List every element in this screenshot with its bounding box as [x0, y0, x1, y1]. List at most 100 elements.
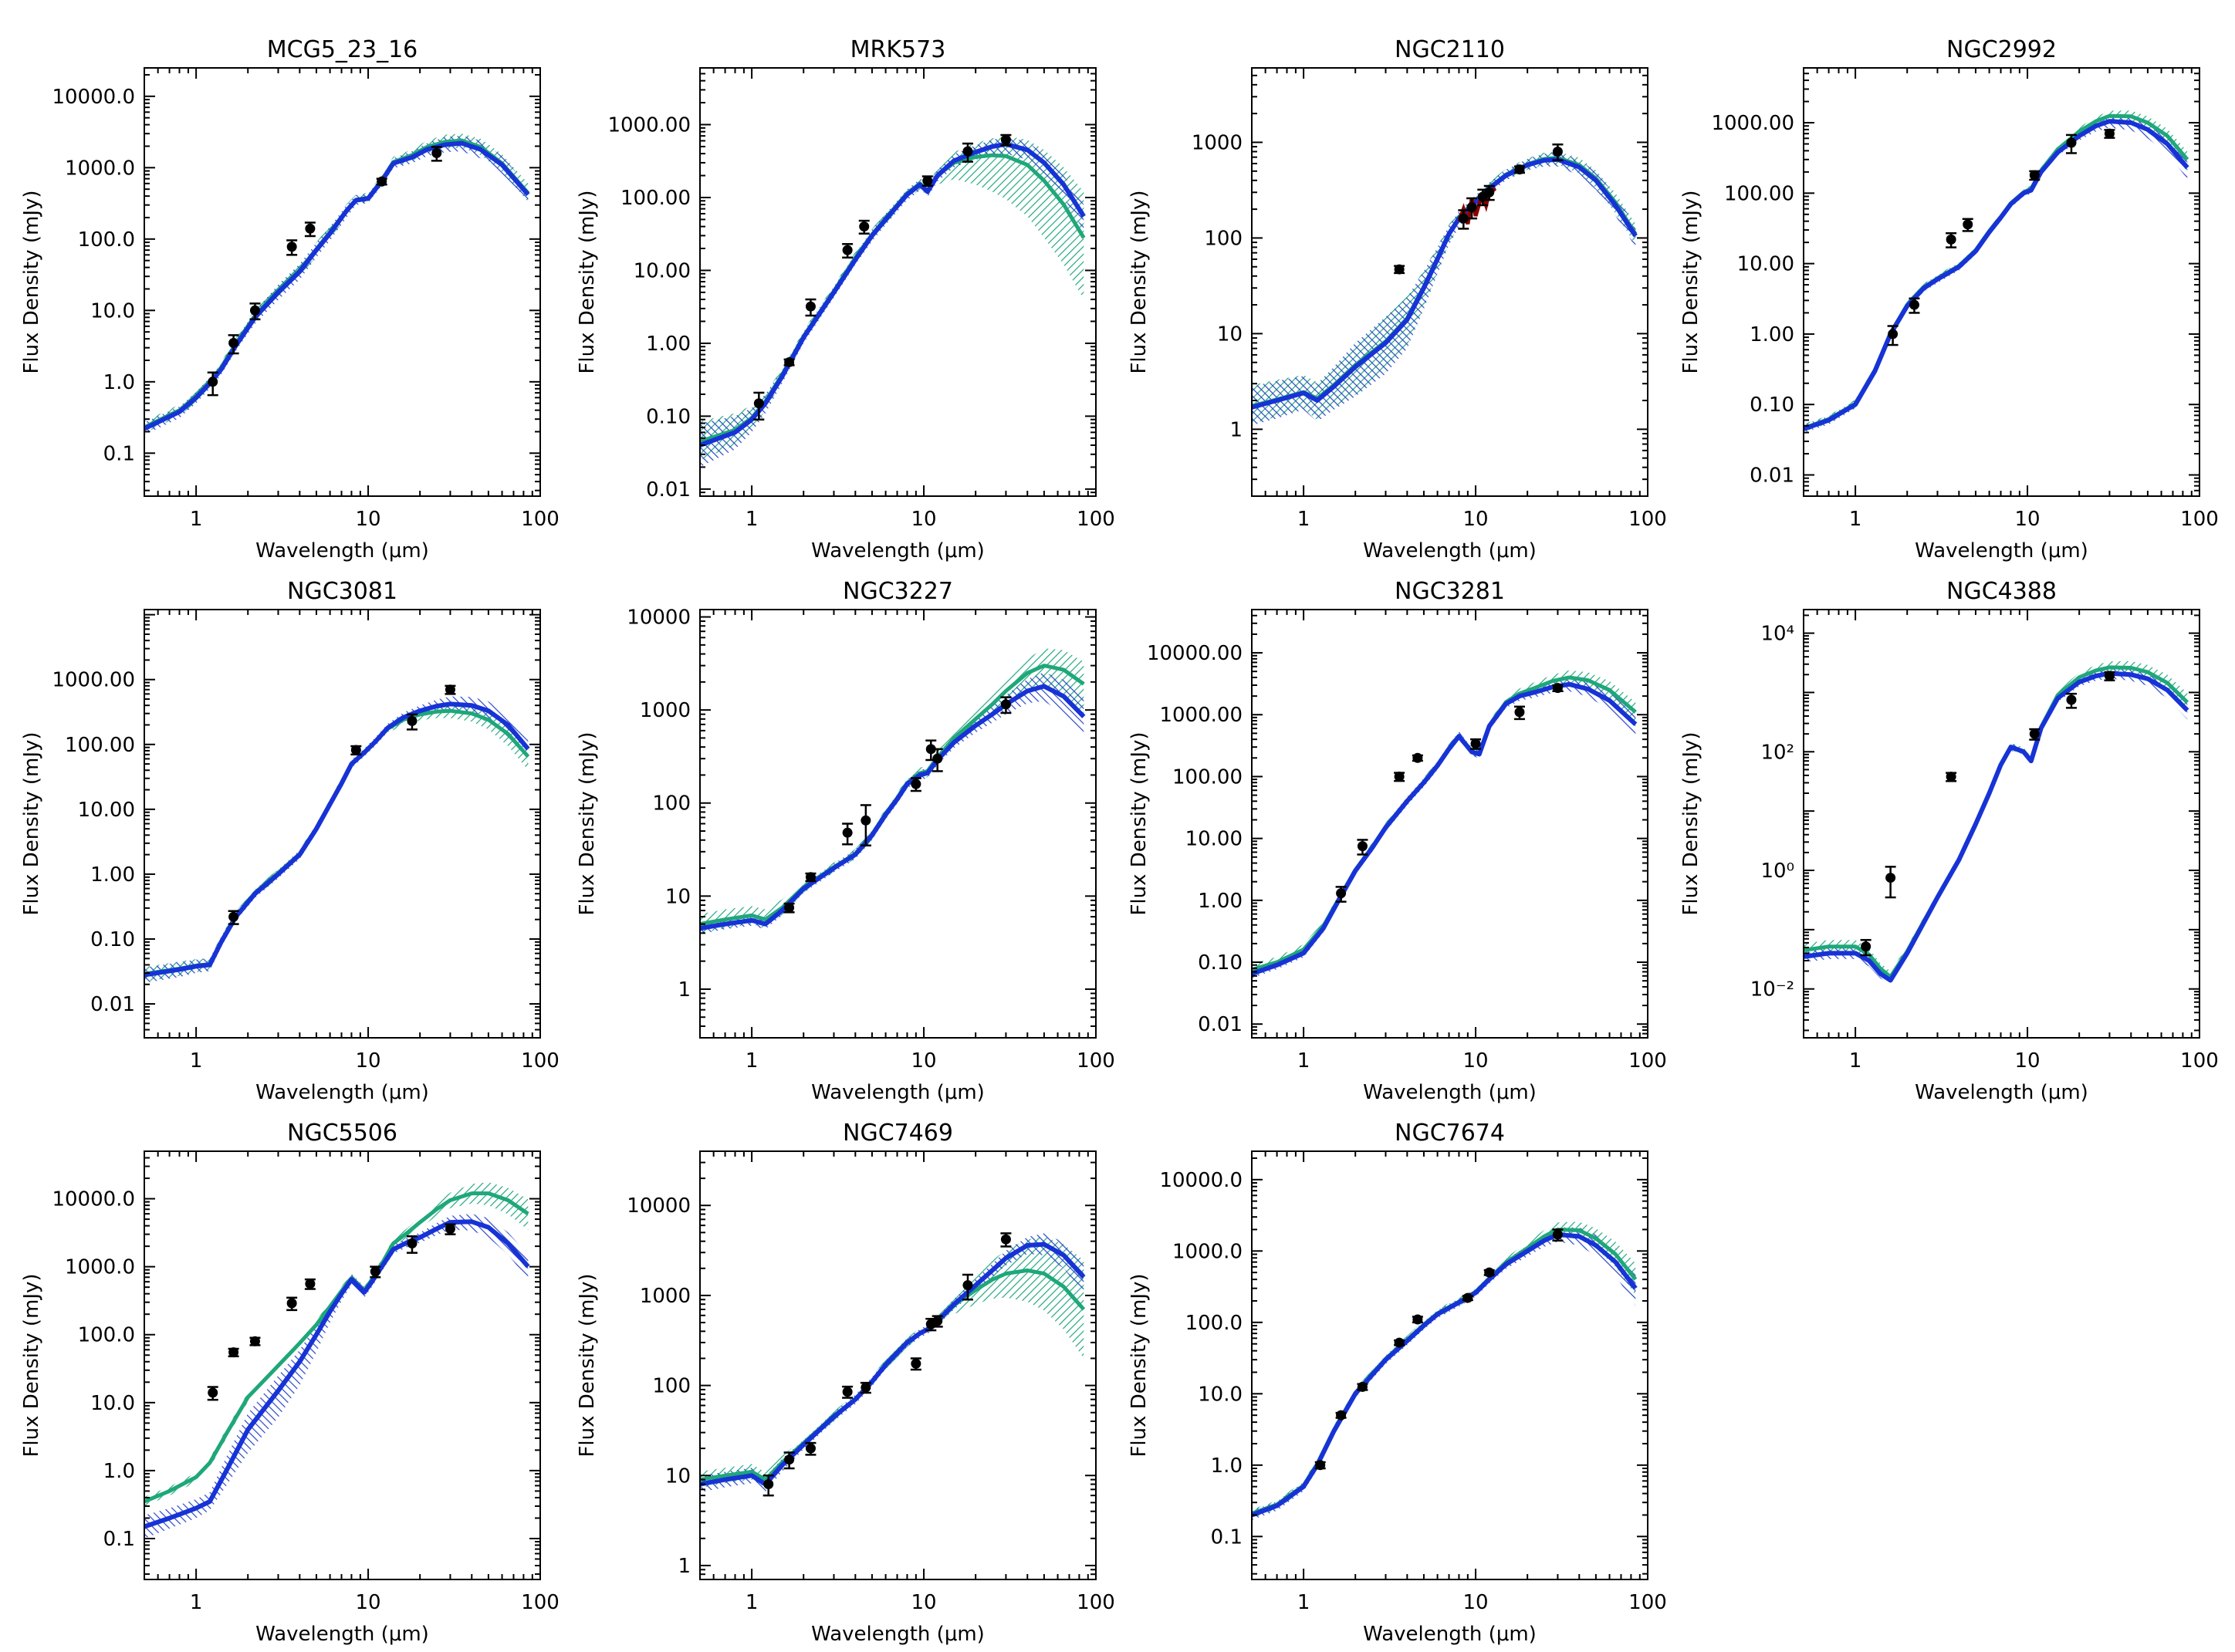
- data-marker: [305, 223, 316, 234]
- plot-area: [1804, 660, 2189, 985]
- data-marker: [1885, 873, 1896, 883]
- y-tick-label: 100.00: [620, 187, 691, 210]
- data-point: [445, 1223, 456, 1235]
- x-tick-label: 10: [911, 1591, 937, 1614]
- y-tick-label: 100.0: [1185, 1312, 1243, 1335]
- data-marker: [859, 221, 870, 232]
- data-point: [1394, 771, 1405, 782]
- data-marker: [1315, 1460, 1326, 1471]
- y-tick-label: 0.1: [1211, 1525, 1243, 1549]
- panel-title: NGC3081: [287, 578, 397, 605]
- x-tick-label: 100: [521, 508, 560, 531]
- data-marker: [1552, 146, 1563, 157]
- y-tick-label: 10000.0: [52, 1188, 135, 1211]
- data-marker: [784, 902, 795, 913]
- x-tick-label: 10: [2015, 508, 2041, 531]
- data-point: [1357, 839, 1368, 856]
- y-tick-label: 1000: [640, 699, 691, 722]
- y-axis-label: Flux Density (mJy): [576, 1273, 599, 1457]
- data-point: [1483, 1267, 1495, 1278]
- y-tick-label: 0.1: [103, 1528, 135, 1551]
- data-marker: [962, 146, 973, 157]
- data-marker: [1514, 707, 1525, 718]
- panel-ngc5506: 1 10 100 0.1 1.0 10.0 100.0 1000.0 10000.0 NGC550…: [20, 1120, 560, 1646]
- blue-uncertainty-band: [1252, 677, 1636, 978]
- data-point: [932, 748, 943, 772]
- x-tick-label: 100: [1628, 1591, 1667, 1614]
- data-marker: [1412, 752, 1423, 763]
- x-tick-label: 100: [1628, 1049, 1667, 1073]
- y-tick-label: 1.0: [1211, 1454, 1243, 1478]
- data-point: [1946, 232, 1957, 248]
- x-tick-label: 1: [1297, 1591, 1310, 1614]
- data-point: [445, 684, 456, 695]
- data-point: [2029, 170, 2041, 181]
- data-marker: [962, 1280, 973, 1291]
- x-axis-label: Wavelength (μm): [1915, 539, 2088, 562]
- data-point: [1412, 752, 1423, 763]
- data-marker: [2029, 170, 2040, 181]
- x-tick-label: 1: [746, 508, 759, 531]
- panel-ngc2992: 1 10 100 0.01 0.10 1.00 10.00 100.00 1000.00 NGC2…: [1679, 36, 2219, 562]
- y-tick-label: 1: [1229, 418, 1243, 441]
- data-marker: [407, 715, 418, 726]
- data-point: [1412, 1314, 1423, 1325]
- data-point: [376, 176, 387, 187]
- data-marker: [1357, 841, 1368, 852]
- data-point: [1335, 886, 1347, 903]
- x-tick-label: 1: [1297, 1049, 1310, 1073]
- panel-mcg5_23_16: 1 10 100 0.1 1.0 10.0 100.0 1000.0 10000.0 MCG5_2…: [20, 36, 560, 562]
- data-point: [1483, 184, 1495, 201]
- data-point: [304, 221, 316, 238]
- y-tick-label: 10⁴: [1760, 623, 1794, 646]
- data-point: [228, 910, 239, 925]
- x-axis-label: Wavelength (μm): [1363, 1081, 1537, 1104]
- panel-title: MRK573: [850, 36, 946, 63]
- data-point: [1513, 705, 1525, 721]
- x-tick-label: 10: [911, 508, 937, 531]
- data-point: [842, 1385, 854, 1399]
- data-marker: [1470, 738, 1481, 749]
- y-axis-label: Flux Density (mJy): [1128, 731, 1151, 915]
- x-tick-label: 1: [1297, 508, 1310, 531]
- data-marker: [1963, 219, 1973, 230]
- panel-ngc3227: 1 10 100 1 10 100 1000 10000 NGC3227 Wavelength (…: [576, 578, 1115, 1104]
- axes-frame: [144, 67, 541, 497]
- x-tick-label: 1: [1849, 1049, 1862, 1073]
- blue-uncertainty-band: [700, 137, 1084, 468]
- y-tick-label: 0.1: [103, 442, 135, 465]
- y-tick-label: 0.10: [1198, 951, 1243, 975]
- data-point: [286, 1296, 298, 1312]
- data-marker: [763, 1479, 774, 1490]
- data-marker: [784, 1454, 795, 1465]
- data-point: [304, 1278, 316, 1290]
- plot-area: [1252, 1221, 1638, 1520]
- data-marker: [445, 684, 455, 695]
- axes-frame: [144, 1150, 541, 1580]
- y-tick-label: 1.0: [103, 1460, 135, 1483]
- blue-uncertainty-band: [1804, 116, 2188, 433]
- data-point: [2104, 128, 2115, 139]
- plot-area: [700, 133, 1086, 468]
- data-point: [1335, 1410, 1347, 1421]
- data-point: [762, 1475, 774, 1497]
- data-point: [842, 243, 854, 259]
- x-tick-label: 1: [746, 1591, 759, 1614]
- data-point: [860, 804, 871, 846]
- data-marker: [431, 147, 442, 158]
- data-point: [1946, 772, 1957, 782]
- green-uncertainty-band: [144, 1182, 529, 1506]
- y-tick-label: 10.00: [634, 259, 691, 282]
- blue-model-line: [700, 1242, 1086, 1487]
- panel-mrk573: 1 10 100 0.01 0.10 1.00 10.00 100.00 1000.00 MRK5…: [576, 36, 1115, 562]
- data-marker: [1412, 1314, 1423, 1325]
- data-point: [860, 1381, 871, 1394]
- data-point: [286, 239, 298, 256]
- data-point: [805, 1441, 817, 1456]
- blue-uncertainty-band: [1252, 152, 1636, 426]
- data-marker: [1000, 1234, 1011, 1245]
- green-model-line: [1252, 155, 1638, 408]
- plot-area: [1804, 110, 2189, 433]
- y-axis-label: Flux Density (mJy): [20, 731, 43, 915]
- y-tick-label: 0.01: [646, 478, 691, 502]
